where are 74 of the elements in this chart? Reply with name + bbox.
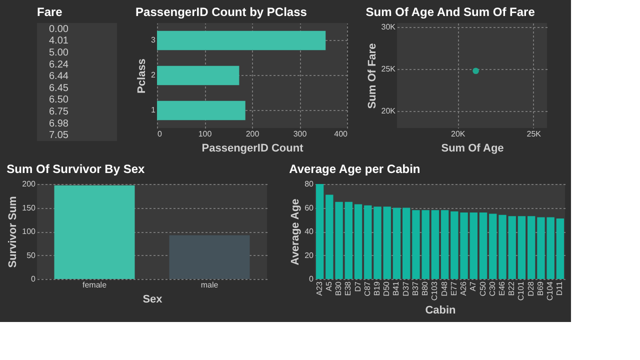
y-tick-label: 20K [381,106,396,116]
x-tick-label: D11 [555,280,564,296]
y-tick-label: 100 [22,227,36,236]
x-axis-title: PassengerID Count [202,142,304,154]
y-tick-label: 50 [26,250,36,260]
y-tick-label: 3 [151,36,156,44]
x-tick-label: 100 [198,130,212,138]
x-tick-label: B37 [410,280,420,296]
y-tick-label: 20 [304,250,314,260]
x-tick-label: B30 [334,280,344,296]
x-tick-label: C101 [516,280,526,301]
x-tick-label: C103 [430,280,440,301]
y-tick-label: 200 [22,180,36,188]
x-tick-label: C87 [362,280,372,296]
y-tick-label: 0 [309,274,314,284]
y-tick-label: 80 [304,180,314,188]
text: 0.00 [49,24,69,35]
x-tick-label: 400 [334,130,348,138]
y-axis-title: Average Age [290,198,302,266]
chart-title: Sum Of Survivor By Sex [6,162,146,176]
x-tick-label: D7 [353,280,362,292]
text: 6.24 [49,59,69,70]
x-tick-label: 200 [246,130,260,138]
x-tick-label: E38 [344,280,353,296]
text: Fare [37,5,63,19]
x-tick-label: B41 [392,280,401,296]
text: 4.01 [49,36,69,47]
x-tick-label: A7 [468,280,478,292]
y-axis-title: Survivor Sum [7,196,20,268]
x-axis-title: Sum Of Age [441,142,504,154]
x-tick-label: B22 [507,280,516,296]
x-tick-label: 20K [450,130,466,138]
text: 5.00 [49,48,69,58]
x-tick-label: E77 [449,280,458,296]
text: 6.50 [49,94,69,106]
text: 6.45 [49,82,69,94]
chart-title: PassengerID Count by PClass [136,5,308,19]
text: 7.05 [49,130,69,142]
x-tick-label: 300 [293,130,308,138]
x-tick-label: D48 [440,280,449,296]
x-tick-label: B80 [420,280,430,296]
y-tick-label: 40 [304,227,314,236]
y-tick-label: 1 [151,106,156,114]
x-tick-label: male [200,280,219,290]
x-tick-label: D28 [526,280,536,296]
x-tick-label: A23 [314,280,324,296]
y-tick-label: 0 [31,274,36,284]
x-tick-label: A26 [459,280,468,296]
x-tick-label: D37 [401,280,410,296]
y-tick-label: 150 [22,203,36,212]
x-tick-label: D50 [382,280,392,296]
y-axis-title: Pclass [136,58,148,94]
y-tick-label: 60 [304,203,314,212]
chart-title: Sum Of Age And Sum Of Fare [366,5,536,19]
x-tick-label: B19 [372,280,382,296]
x-tick-label: C50 [478,280,488,296]
text: 6.75 [49,106,69,118]
y-tick-label: 25K [381,64,396,74]
x-tick-label: C30 [488,280,497,296]
y-tick-label: 30K [381,22,396,32]
text: 6.44 [49,71,69,82]
x-tick-label: C104 [546,280,555,301]
x-tick-label: A5 [324,280,334,292]
x-tick-label: female [82,280,108,290]
y-axis-title: Sum Of Fare [366,43,378,109]
text: 6.98 [49,118,69,130]
y-tick-label: 2 [151,70,156,80]
x-axis-title: Cabin [425,304,456,317]
x-axis-title: Sex [142,294,164,306]
x-tick-label: 0 [158,130,162,138]
x-tick-label: E46 [498,280,506,296]
x-tick-label: 25K [526,130,542,138]
chart-title: Average Age per Cabin [289,162,420,176]
x-tick-label: B69 [536,280,545,296]
